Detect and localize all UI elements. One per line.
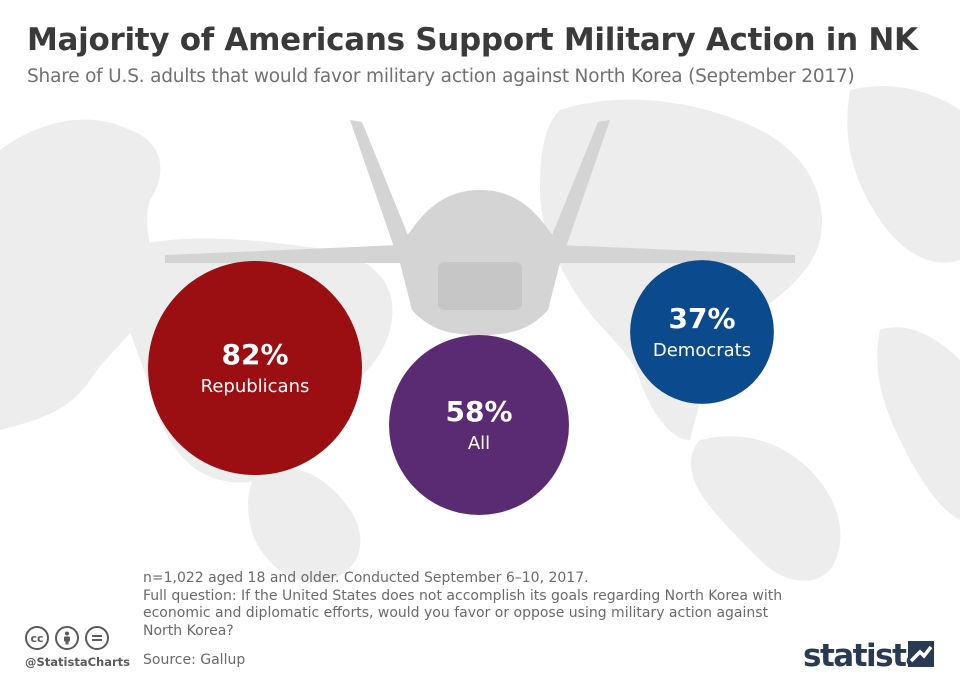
chart-subtitle: Share of U.S. adults that would favor mi… xyxy=(27,66,855,87)
bubble-all xyxy=(389,335,569,515)
social-handle[interactable]: @StatistaCharts xyxy=(25,655,130,669)
statista-logo-icon[interactable] xyxy=(908,641,934,667)
no-derivatives-icon[interactable] xyxy=(85,626,109,650)
bubble-democrats xyxy=(630,260,774,404)
fighter-jet-silhouette xyxy=(165,120,795,335)
value-label-all: 58% xyxy=(445,395,512,428)
value-label-democrats: 37% xyxy=(668,302,735,335)
statista-logo-text[interactable]: statista xyxy=(803,638,926,674)
attribution-icon[interactable] xyxy=(55,626,79,650)
cc-icon[interactable]: cc xyxy=(25,626,49,650)
source-text: Source: Gallup xyxy=(143,652,246,668)
question-note: Full question: If the United States does… xyxy=(143,587,783,639)
chart-title: Majority of Americans Support Military A… xyxy=(27,22,918,58)
value-label-republicans: 82% xyxy=(221,338,288,371)
bubble-series: 82% Republicans 58% All 37% Democrats xyxy=(148,260,774,515)
category-label-republicans: Republicans xyxy=(201,376,310,397)
license-icons[interactable]: cc xyxy=(25,626,109,650)
chart-notes: n=1,022 aged 18 and older. Conducted Sep… xyxy=(143,570,803,640)
bubble-republicans xyxy=(148,261,362,475)
category-label-all: All xyxy=(468,433,490,454)
category-label-democrats: Democrats xyxy=(653,340,751,361)
sample-note: n=1,022 aged 18 and older. Conducted Sep… xyxy=(143,570,589,586)
